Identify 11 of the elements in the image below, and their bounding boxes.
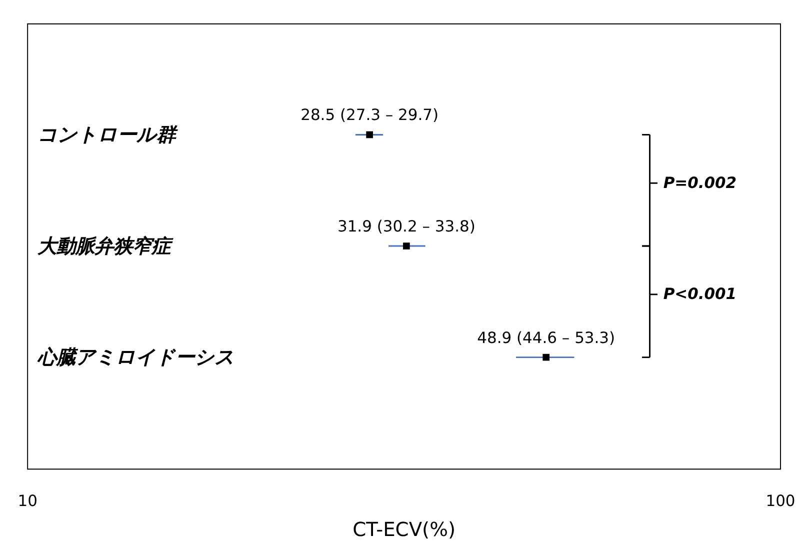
x-tick-label: 10 — [18, 492, 38, 510]
annotation: P=0.002 — [663, 174, 737, 192]
data-label: 48.9 (44.6 – 53.3) — [477, 328, 616, 347]
data-label: 31.9 (30.2 – 33.8) — [337, 218, 476, 236]
x-tick-label: 100 — [766, 492, 796, 510]
y-tick-label: 心臓アミロイドーシス — [36, 346, 234, 369]
data-label: 28.5 (27.3 – 29.7) — [300, 106, 439, 124]
y-tick-label: 大動脈弁狭窄症 — [37, 234, 174, 258]
y-tick-label: コントロール群 — [37, 123, 178, 146]
x-axis-title: CT-ECV(%) — [352, 518, 456, 541]
annotation: P<0.001 — [663, 285, 737, 304]
